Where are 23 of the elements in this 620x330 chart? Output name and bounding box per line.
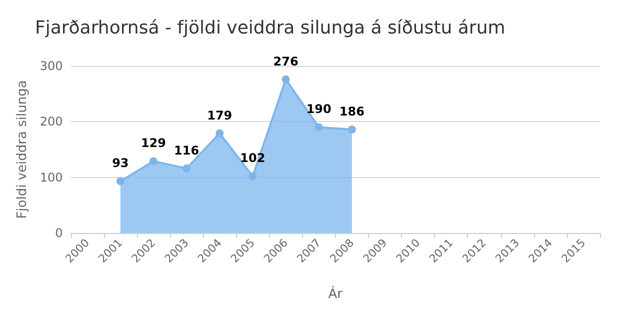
data-label: 93 (112, 156, 129, 170)
point (248, 172, 257, 180)
point (182, 164, 191, 172)
point (150, 157, 158, 166)
y-axis-title: Fjoldi veiddra silunga (15, 80, 30, 219)
point (116, 177, 124, 186)
point (314, 123, 323, 132)
y-tick-label: 0 (55, 226, 63, 240)
point (216, 129, 224, 138)
data-label: 129 (140, 136, 166, 150)
point (348, 125, 356, 134)
chart-title: Fjarðarhornsá - fjöldi veiddra silunga á síðustu árum (35, 18, 506, 38)
y-tick-label: 200 (40, 114, 63, 129)
data-label: 179 (207, 108, 232, 122)
y-tick-label: 300 (40, 59, 63, 73)
data-label: 186 (339, 104, 364, 118)
data-label: 116 (174, 143, 200, 158)
x-axis-title: Ár (328, 285, 344, 302)
data-label: 190 (306, 102, 332, 116)
y-tick-label: 100 (40, 170, 63, 184)
data-label: 276 (273, 54, 298, 68)
point (282, 75, 290, 84)
data-label: 102 (240, 151, 266, 166)
